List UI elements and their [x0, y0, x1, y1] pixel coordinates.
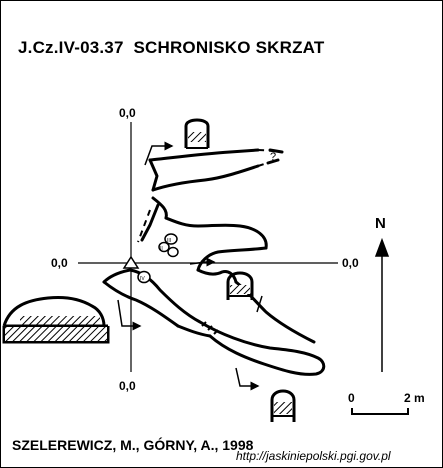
datum-label-right: 0,0 — [342, 256, 359, 270]
north-arrow — [374, 237, 390, 372]
section-indicators — [117, 141, 263, 391]
rock-block-label: IV — [140, 276, 145, 282]
cave-dashed-lines — [137, 149, 283, 243]
rock-block-label: II — [160, 246, 163, 252]
rock-block-label: III — [167, 238, 171, 244]
cross-section-profile-bottom — [270, 389, 296, 422]
datum-label-top: 0,0 — [119, 106, 136, 120]
scale-bar — [351, 408, 409, 415]
unexplored-mark: ? — [270, 151, 276, 163]
rock-block — [164, 233, 178, 245]
scale-end-label: 2 m — [404, 391, 425, 405]
rock-block — [137, 270, 151, 284]
datum-label-left: 0,0 — [51, 256, 68, 270]
cross-section-profile-left — [2, 296, 110, 344]
cave-title: J.Cz.IV-03.37 SCHRONISKO SKRZAT — [18, 38, 325, 57]
datum-label-bottom: 0,0 — [119, 379, 136, 393]
scale-start-label: 0 — [348, 391, 355, 405]
cross-section-profile-middle — [226, 271, 254, 300]
authors-credit: SZELEREWICZ, M., GÓRNY, A., 1998 — [12, 437, 254, 453]
north-label: N — [375, 215, 386, 232]
rock-blocks — [137, 233, 179, 284]
ledge-marks — [201, 321, 219, 335]
cross-section-profile-top — [184, 118, 210, 149]
datum-triangle-marker — [122, 255, 140, 269]
rock-block — [167, 246, 179, 258]
rock-block — [158, 241, 170, 253]
source-url: http://jaskiniepolski.pgi.gov.pl — [236, 449, 391, 463]
